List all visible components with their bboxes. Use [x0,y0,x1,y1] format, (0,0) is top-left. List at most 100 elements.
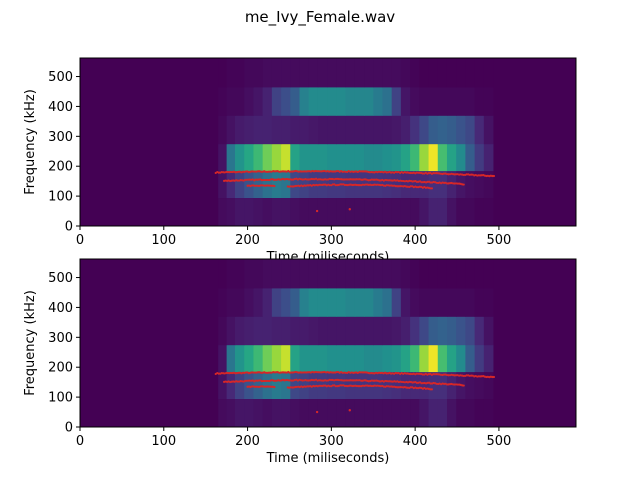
heatmap-cell [308,197,319,226]
heatmap-cell [281,371,291,400]
y-tick-label: 100 [48,190,73,205]
heatmap-cell [271,170,282,199]
heatmap-cell [382,287,393,317]
heatmap-cell [400,170,411,199]
heatmap-cell [317,143,328,172]
heatmap-cell [253,143,264,172]
heatmap-cell [226,287,236,317]
heatmap-cell [373,344,383,373]
heatmap-cell [290,344,300,373]
heatmap-cell [410,287,420,317]
heatmap-cell [345,58,356,88]
heatmap-cell [428,143,439,172]
heatmap-cell [299,86,310,116]
heatmap-cell [428,344,439,373]
heatmap-cell [465,316,476,346]
heatmap-cell [262,115,273,145]
y-tick-label: 200 [48,160,73,175]
heatmap-cell [345,259,356,289]
x-tick-label: 100 [151,233,176,248]
heatmap-cell [354,143,365,172]
heatmap-cell [391,86,402,116]
heatmap-cell [235,344,245,373]
heatmap-cell [345,344,356,373]
heatmap-cell [271,143,282,172]
heatmap-cell [465,143,476,172]
x-tick-label: 400 [403,434,428,449]
heatmap-cell [354,344,365,373]
heatmap-cell [327,115,337,145]
pitch-outlier-point [315,410,319,414]
heatmap-cell [218,115,228,145]
y-axis-label: Frequency (kHz) [23,89,38,195]
heatmap-cell [465,115,476,145]
pitch-point [236,380,239,383]
heatmap-cell [428,259,439,289]
heatmap-cell [327,143,337,172]
heatmap-cell [290,259,300,289]
heatmap-cell [299,316,310,346]
heatmap-cell [271,58,282,88]
heatmap-cell [456,316,466,346]
heatmap-cell [271,398,282,427]
heatmap-cell [373,398,383,427]
heatmap-cell [446,143,457,172]
heatmap-cell [474,344,485,373]
heatmap-cell [244,197,254,226]
heatmap-cell [308,316,319,346]
heatmap-cell [218,259,228,289]
pitch-point [430,388,433,391]
pitch-point [318,371,322,374]
heatmap-cell [400,287,411,317]
heatmap-cell [218,371,228,400]
pitch-point [229,170,232,174]
heatmap-cell [428,316,439,346]
heatmap-cell [465,259,476,289]
heatmap-cell [271,259,282,289]
heatmap-cell [253,287,264,317]
heatmap-cell [336,58,346,88]
heatmap-cell [391,287,402,317]
heatmap-cell [317,287,328,317]
heatmap-cell [253,344,264,373]
heatmap-cell [308,115,319,145]
heatmap-cell [262,143,273,172]
heatmap-cell [218,197,228,226]
heatmap-cell [354,58,365,88]
heatmap-cell [290,115,300,145]
heatmap-cell [382,143,393,172]
heatmap-cell [419,115,429,145]
heatmap-cell [446,170,457,199]
heatmap-cell [290,398,300,427]
heatmap-cell [308,259,319,289]
heatmap-cell [299,58,310,88]
heatmap-cell [226,86,236,116]
heatmap-cell [336,143,346,172]
heatmap-cell [382,86,393,116]
heatmap-cell [345,316,356,346]
heatmap-cell [364,115,374,145]
x-tick-label: 300 [319,434,344,449]
heatmap-cell [410,58,420,88]
heatmap-cell [400,316,411,346]
pitch-point [362,170,365,173]
heatmap-cell [290,197,300,226]
heatmap-cell [410,259,420,289]
heatmap-cell [226,344,236,373]
pitch-point [273,385,276,389]
heatmap-cell [391,398,402,427]
heatmap-cell [483,287,494,317]
heatmap-cell [290,287,300,317]
heatmap-cell [271,344,282,373]
y-tick-label: 0 [65,421,73,436]
heatmap-cell [428,197,439,226]
heatmap-cell [465,170,476,199]
heatmap-cell [474,197,485,226]
heatmap-cell [218,398,228,427]
heatmap-cell [382,398,393,427]
heatmap-cell [308,398,319,427]
heatmap-cell [235,143,245,172]
heatmap-cell [281,170,291,199]
heatmap-cell [428,398,439,427]
heatmap-cell [336,115,346,145]
